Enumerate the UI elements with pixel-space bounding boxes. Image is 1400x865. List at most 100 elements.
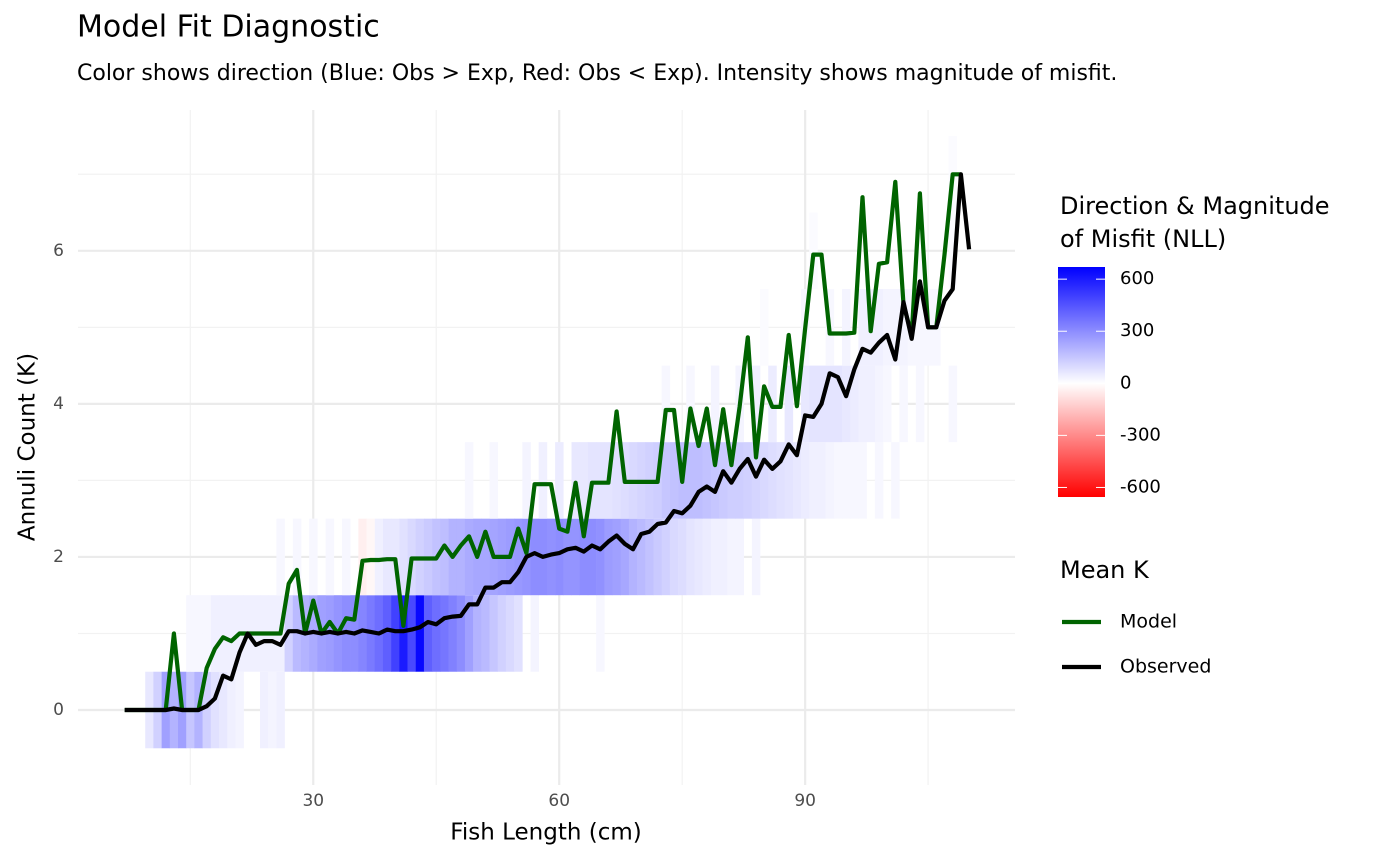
heatmap-tile xyxy=(587,442,597,519)
heatmap-tile xyxy=(661,518,671,596)
heatmap-tile xyxy=(514,595,523,672)
series-line xyxy=(124,172,961,713)
heatmap-tile xyxy=(842,442,851,519)
heatmap-tile xyxy=(579,442,589,519)
heatmap-tile xyxy=(497,595,507,672)
heatmap-tile xyxy=(735,442,744,519)
heatmap-tile xyxy=(702,442,712,519)
heatmap-tile xyxy=(415,595,425,672)
heatmap-tile xyxy=(874,365,884,443)
heatmap-tile xyxy=(833,365,843,443)
heatmap-tile xyxy=(801,365,810,443)
heatmap-tile xyxy=(227,595,236,672)
heatmap-tile xyxy=(407,595,417,672)
heatmap-tile xyxy=(710,365,720,443)
heatmap-tile xyxy=(678,518,687,596)
heatmap-tile xyxy=(915,289,925,366)
heatmap-tile xyxy=(669,442,679,519)
heatmap-tile xyxy=(768,442,777,519)
heatmap-tile xyxy=(899,289,908,366)
heatmap-tile xyxy=(612,518,621,596)
heatmap-tile xyxy=(219,671,228,749)
heatmap-tile xyxy=(202,595,212,672)
heatmap-tile xyxy=(456,595,466,672)
heatmap-tile xyxy=(530,595,540,672)
heatmap-tile xyxy=(792,442,802,519)
colorbar-tick-label: -300 xyxy=(1120,424,1161,445)
heatmap-tile xyxy=(382,595,392,672)
heatmap-tile xyxy=(604,518,613,596)
heatmap-tile xyxy=(210,595,220,672)
heatmap-tile xyxy=(259,671,269,749)
heatmap-tile xyxy=(538,442,548,519)
heatmap-tile xyxy=(440,518,449,596)
heatmap-tile xyxy=(645,518,654,596)
y-tick-label: 2 xyxy=(53,547,64,567)
heatmap-tile xyxy=(210,671,220,749)
heatmap-tile xyxy=(432,595,441,672)
heatmap-tile xyxy=(751,365,761,443)
colorbar-tick-label: 0 xyxy=(1120,372,1131,393)
heatmap-tile xyxy=(915,212,925,290)
heatmap-tile xyxy=(399,595,408,672)
heatmap-tile xyxy=(858,289,867,366)
heatmap-tile xyxy=(464,518,474,596)
heatmap-tile xyxy=(628,518,638,596)
heatmap-tile xyxy=(686,442,695,519)
heatmap-tile xyxy=(899,365,908,443)
heatmap-tile xyxy=(842,365,851,443)
heatmap-tile xyxy=(571,442,581,519)
heatmap-tile xyxy=(784,365,794,443)
heatmap-tile xyxy=(694,442,703,519)
heatmap-tile xyxy=(292,595,302,672)
heatmap-tile xyxy=(760,442,769,519)
x-tick-label: 90 xyxy=(794,791,816,811)
y-axis-label: Annuli Count (K) xyxy=(15,353,41,541)
heatmap-tile xyxy=(596,518,605,596)
heatmap-tile xyxy=(530,518,540,596)
heatmap-tile xyxy=(612,442,621,519)
heatmap-tile xyxy=(817,442,826,519)
heatmap-tile xyxy=(555,442,564,519)
heatmap-tile xyxy=(915,365,925,443)
heatmap-tile xyxy=(596,595,605,672)
heatmap-tile xyxy=(227,671,236,749)
heatmap-tile xyxy=(268,671,277,749)
colorbar-tick-label: 300 xyxy=(1120,320,1154,341)
heatmap-tile xyxy=(669,518,679,596)
heatmap-tile xyxy=(858,442,867,519)
heatmap-tile xyxy=(850,442,859,519)
heatmap-tile xyxy=(571,518,581,596)
legend-label: Observed xyxy=(1120,656,1211,678)
heatmap-tile xyxy=(727,518,736,596)
heatmap-tile xyxy=(833,442,843,519)
heatmap-tile xyxy=(809,365,818,443)
heatmap-tile xyxy=(481,518,490,596)
heatmap-tile xyxy=(743,442,753,519)
heatmap-tile xyxy=(489,442,499,519)
heatmap-tile xyxy=(382,518,392,596)
heatmap-tile xyxy=(473,595,482,672)
heatmap-tile xyxy=(448,595,458,672)
heatmap-tile xyxy=(522,442,531,519)
heatmap-tile xyxy=(194,595,203,672)
heatmap-tile xyxy=(514,518,523,596)
heatmap-tile xyxy=(358,595,367,672)
colorbar-tick-label: 600 xyxy=(1120,268,1154,289)
heatmap-tile xyxy=(653,518,662,596)
lines xyxy=(124,172,972,713)
heatmap-tile xyxy=(587,518,597,596)
heatmap-tile xyxy=(276,671,285,749)
heatmap-tile xyxy=(292,518,302,596)
heatmap-tile xyxy=(620,518,630,596)
legend: Model Observed xyxy=(1062,611,1211,678)
heatmap-tile xyxy=(366,518,376,596)
heatmap-tile xyxy=(809,442,818,519)
heatmap-tile xyxy=(858,365,867,443)
chart-subtitle: Color shows direction (Blue: Obs > Exp, … xyxy=(77,61,1117,86)
heatmap-tile xyxy=(579,518,589,596)
legend-title: Mean K xyxy=(1060,556,1150,584)
heatmap-tile xyxy=(423,595,433,672)
heatmap-tile xyxy=(481,595,490,672)
heatmap-tile xyxy=(702,518,712,596)
